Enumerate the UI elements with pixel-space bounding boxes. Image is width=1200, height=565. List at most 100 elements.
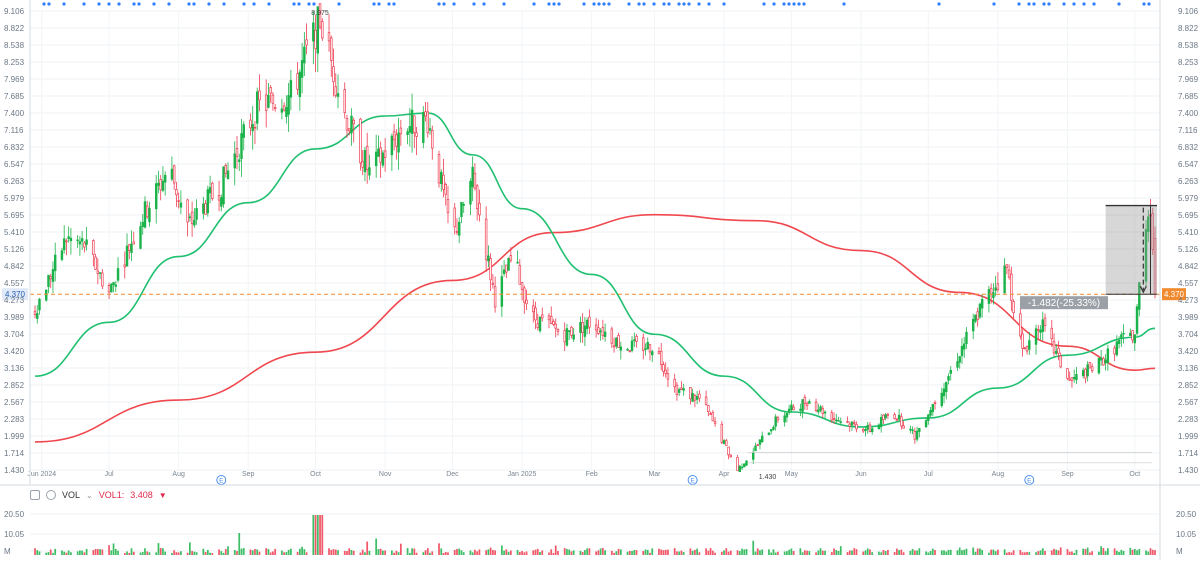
- vol-indicator-label: VOL1:: [98, 490, 125, 500]
- price-tick-right: 8.253: [1178, 58, 1199, 67]
- candle: [958, 355, 961, 369]
- candle-body: [673, 378, 676, 388]
- volume-bar: [521, 550, 523, 555]
- volume-bar: [456, 548, 458, 555]
- candle: [312, 11, 315, 65]
- event-dot: [667, 2, 671, 6]
- measure-overlay[interactable]: 4.370 4.370 -1.482(-25.33%) 8.975 1.430 E E E: [2, 10, 1186, 485]
- price-tick-left: 8.538: [4, 41, 25, 50]
- volume-bar: [189, 542, 191, 555]
- candle-body: [1106, 348, 1110, 363]
- candle-body: [817, 409, 820, 413]
- candle: [453, 202, 456, 235]
- volume-bar: [38, 551, 41, 555]
- candle: [471, 156, 474, 202]
- volume-bar: [557, 551, 559, 555]
- candle-body: [175, 189, 178, 196]
- volume-bar: [1129, 547, 1132, 555]
- volume-bar: [976, 548, 979, 555]
- candle: [597, 319, 600, 336]
- candle-body: [235, 148, 239, 157]
- time-label: Oct: [1129, 471, 1140, 478]
- candle-body: [426, 111, 430, 134]
- volume-bar: [274, 548, 277, 555]
- chevron-down-icon[interactable]: ⌄: [86, 490, 93, 500]
- candle-body: [1070, 377, 1074, 381]
- candle: [112, 282, 115, 293]
- candle-body: [1003, 265, 1006, 294]
- candle: [1041, 311, 1044, 341]
- event-dot: [602, 2, 606, 6]
- candle: [518, 259, 522, 285]
- candle: [406, 128, 409, 145]
- candle-body: [345, 118, 349, 131]
- candle: [455, 218, 459, 236]
- candle: [269, 85, 272, 103]
- candle-body: [666, 373, 670, 380]
- volume-bar: [411, 548, 413, 555]
- candle-body: [790, 404, 793, 411]
- time-label: Aug: [172, 471, 185, 478]
- event-dot: [1047, 2, 1051, 6]
- candle: [855, 421, 858, 433]
- candlesticks[interactable]: [33, 3, 1157, 473]
- event-dot: [307, 2, 311, 6]
- volume-bar: [597, 550, 600, 555]
- measure-arrow-head: [1139, 285, 1147, 294]
- volume-bar: [893, 552, 896, 555]
- candle: [253, 120, 257, 145]
- candle: [1086, 361, 1089, 382]
- candle: [47, 274, 50, 294]
- volume-bar: [754, 551, 757, 555]
- candle-body: [258, 90, 261, 101]
- candle: [206, 185, 210, 217]
- candle: [772, 425, 775, 431]
- candle: [960, 338, 964, 365]
- volume-bar: [67, 550, 70, 555]
- volume-bar: [1028, 552, 1031, 555]
- candle-body: [1090, 366, 1094, 372]
- volume-bar: [1071, 551, 1073, 555]
- candle: [1075, 367, 1078, 384]
- volume-bar: [723, 550, 725, 555]
- candle: [664, 362, 667, 378]
- volume-bar: [786, 551, 788, 555]
- event-dot: [642, 2, 646, 6]
- candle: [141, 214, 144, 235]
- candle-body: [646, 341, 649, 350]
- candle-body: [525, 299, 528, 305]
- candle-body: [374, 151, 378, 167]
- measure-box[interactable]: [1105, 205, 1157, 295]
- candle: [949, 366, 952, 381]
- event-dot: [992, 2, 996, 6]
- candle-body: [112, 282, 115, 286]
- candle-body: [1120, 334, 1123, 339]
- candle-body: [1028, 340, 1031, 350]
- price-tick-left: 2.567: [4, 398, 25, 407]
- visibility-icon[interactable]: [46, 490, 56, 500]
- candle-body: [615, 337, 618, 347]
- candle-body: [114, 284, 118, 287]
- event-dot: [597, 2, 601, 6]
- candle: [538, 316, 542, 333]
- candle: [963, 336, 966, 358]
- volume-bar: [759, 550, 761, 555]
- volume-bar: [220, 551, 223, 555]
- settings-icon[interactable]: [30, 490, 40, 500]
- volume-bar: [447, 552, 449, 555]
- candle-body: [563, 330, 566, 343]
- volume-bar: [736, 550, 739, 555]
- event-dot: [782, 2, 786, 6]
- volume-bar: [738, 551, 741, 555]
- volume-bar: [202, 548, 205, 555]
- candle: [60, 247, 64, 262]
- candle-body: [1086, 364, 1089, 377]
- volume-bar: [649, 552, 651, 555]
- volume-bar: [720, 551, 723, 555]
- candle-body: [861, 429, 865, 432]
- volume-bar: [1122, 550, 1125, 555]
- volume-bar: [254, 549, 256, 555]
- candle-body: [956, 361, 959, 368]
